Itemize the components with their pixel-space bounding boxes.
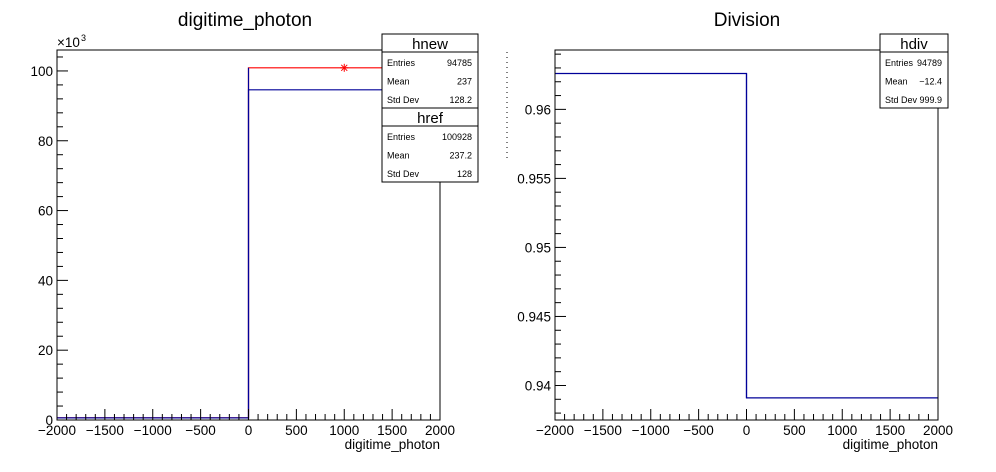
y-multiplier-base: ×10 (57, 35, 80, 50)
stats-label: Mean (387, 151, 410, 161)
x-tick-label: −2000 (38, 423, 76, 438)
y-tick-label: 0.945 (517, 309, 551, 324)
stats-label: Std Dev (387, 95, 420, 105)
stats-value: 94785 (447, 58, 472, 68)
x-tick-label: −1000 (632, 423, 670, 438)
stats-label: Std Dev (387, 169, 420, 179)
y-multiplier-exponent: 3 (81, 33, 86, 43)
y-tick-label: 80 (38, 134, 53, 149)
stats-box-frame (381, 33, 479, 109)
stats-value: 94789 (917, 58, 942, 68)
y-tick-label: 100 (30, 64, 53, 79)
x-tick-label: 1000 (827, 423, 857, 438)
y-tick-label: 0.955 (517, 171, 551, 186)
stats-box-title: href (417, 110, 444, 127)
stats-box-frame (381, 107, 479, 183)
x-tick-label: 1500 (377, 423, 407, 438)
x-axis-title: digitime_photon (345, 437, 440, 452)
x-tick-label: −1500 (584, 423, 622, 438)
x-axis-title: digitime_photon (843, 437, 938, 452)
x-tick-label: 2000 (923, 423, 953, 438)
y-tick-label: 0.94 (525, 378, 552, 393)
x-tick-label: 0 (245, 423, 253, 438)
y-tick-label: 60 (38, 204, 53, 219)
stats-value: 999.9 (919, 95, 942, 105)
chart-title: digitime_photon (178, 10, 312, 31)
stats-value: 128.2 (449, 95, 472, 105)
x-tick-label: 0 (743, 423, 751, 438)
stats-box-title: hdiv (900, 36, 928, 53)
stats-label: Mean (885, 77, 908, 87)
y-multiplier-label: ×10 3 (57, 33, 86, 50)
stats-label: Std Dev (885, 95, 918, 105)
stats-value: −12.4 (919, 77, 942, 87)
x-tick-label: 1500 (875, 423, 905, 438)
x-tick-label: 2000 (425, 423, 455, 438)
x-tick-label: 1000 (329, 423, 359, 438)
stats-box-title: hnew (412, 36, 448, 53)
chart-panel-1: digitime_photon −2000 −1500 −1000 −500 0 500 10… (30, 10, 479, 452)
stats-label: Entries (885, 58, 914, 68)
x-tick-label: 500 (285, 423, 308, 438)
y-tick-label: 20 (38, 343, 53, 358)
series-hnew-marker (340, 63, 349, 72)
chart-title: Division (714, 10, 781, 31)
x-tick-label: 500 (783, 423, 806, 438)
stats-value: 237 (457, 77, 472, 87)
stats-value: 237.2 (449, 151, 472, 161)
stats-box-frame (879, 33, 949, 109)
stats-label: Mean (387, 77, 410, 87)
x-tick-label: −1000 (134, 423, 172, 438)
y-tick-label: 40 (38, 273, 53, 288)
y-tick-label: 0.95 (525, 240, 551, 255)
x-tick-label: −500 (185, 423, 215, 438)
y-tick-label: 0 (45, 413, 53, 428)
stats-value: 100928 (442, 132, 472, 142)
y-tick-label: 0.96 (525, 102, 551, 117)
stats-box-hnew: hnew Entries 94785 Mean 237 Std Dev 128.2 (381, 33, 479, 109)
chart-panel-2: Division −2000 −1500 −1000 −500 0 500 1000 1500 2… (517, 10, 953, 452)
x-tick-label: −500 (683, 423, 713, 438)
x-tick-label: −2000 (536, 423, 574, 438)
stats-value: 128 (457, 169, 472, 179)
x-tick-label: −1500 (86, 423, 124, 438)
stats-label: Entries (387, 132, 416, 142)
stats-label: Entries (387, 58, 416, 68)
